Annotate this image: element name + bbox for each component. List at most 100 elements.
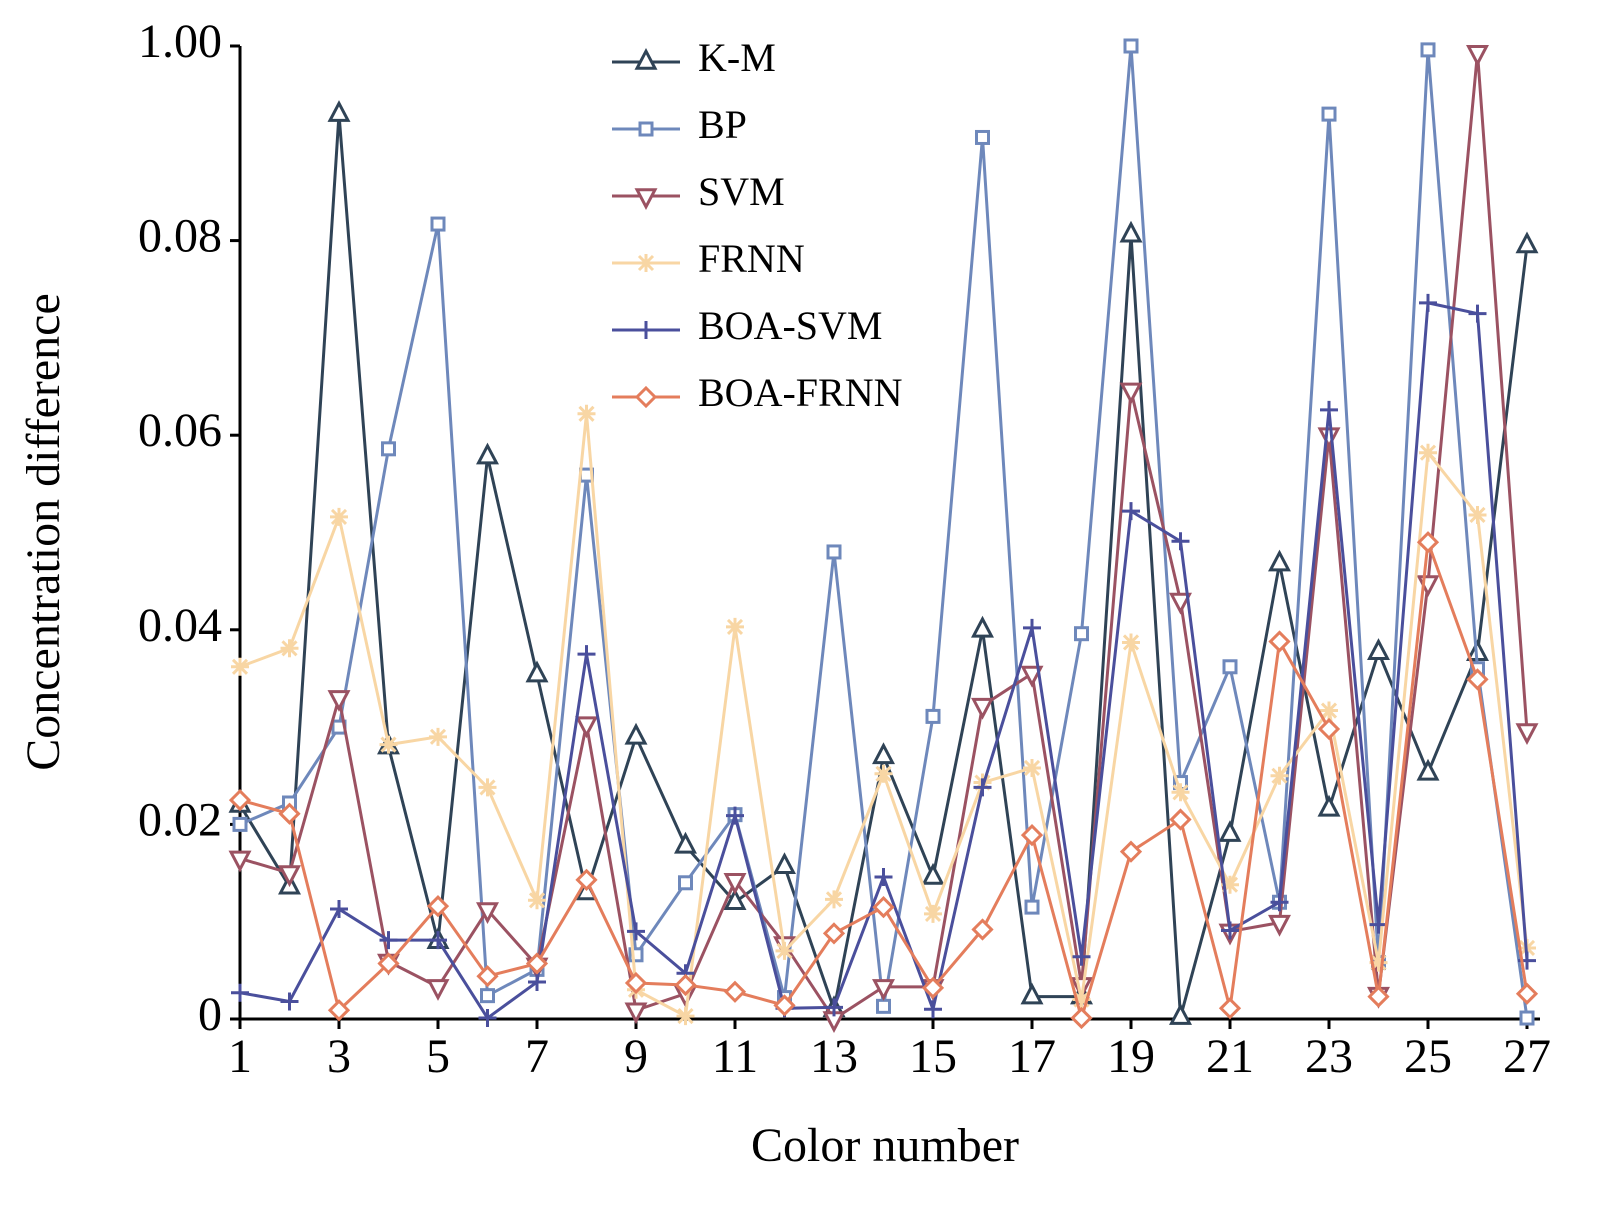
marker xyxy=(822,922,846,945)
marker xyxy=(924,1000,942,1019)
marker xyxy=(1074,626,1089,642)
marker xyxy=(971,697,994,720)
marker xyxy=(674,831,697,854)
marker xyxy=(1123,38,1139,54)
marker xyxy=(231,983,249,1002)
x-tick-label: 17 xyxy=(1008,1030,1056,1083)
marker xyxy=(924,904,942,923)
marker xyxy=(577,404,596,423)
marker xyxy=(925,708,941,724)
marker xyxy=(1268,914,1291,937)
marker xyxy=(1466,668,1489,691)
marker xyxy=(278,865,301,888)
x-tick-label: 11 xyxy=(712,1030,758,1083)
marker xyxy=(1222,659,1238,675)
marker xyxy=(634,385,658,409)
marker xyxy=(330,900,348,919)
marker xyxy=(1020,982,1044,1005)
marker xyxy=(1122,502,1140,521)
marker xyxy=(1169,808,1192,831)
marker xyxy=(1119,382,1143,405)
marker xyxy=(874,867,893,886)
marker xyxy=(1070,1006,1093,1030)
marker xyxy=(429,727,447,746)
marker xyxy=(1169,1003,1192,1025)
marker xyxy=(1072,947,1091,966)
marker xyxy=(327,999,351,1022)
marker xyxy=(1367,638,1390,660)
marker xyxy=(678,875,693,891)
marker xyxy=(525,660,549,683)
marker xyxy=(327,100,351,122)
marker xyxy=(826,544,842,560)
marker xyxy=(232,816,248,832)
x-tick-label: 27 xyxy=(1503,1030,1551,1083)
marker xyxy=(723,873,747,895)
marker xyxy=(1515,231,1539,254)
x-tick-label: 7 xyxy=(525,1030,549,1083)
marker xyxy=(228,788,252,812)
marker xyxy=(379,735,398,754)
marker xyxy=(1320,701,1338,720)
marker xyxy=(638,121,654,137)
y-tick-label: 0.08 xyxy=(138,210,222,263)
x-tick-label: 21 xyxy=(1206,1030,1254,1083)
marker xyxy=(1369,953,1388,972)
marker xyxy=(1367,985,1390,1008)
legend-label: BOA-FRNN xyxy=(698,370,902,415)
marker xyxy=(973,778,992,797)
marker xyxy=(1369,915,1388,934)
marker xyxy=(280,992,299,1011)
x-tick-label: 3 xyxy=(327,1030,351,1083)
marker xyxy=(1515,723,1539,746)
marker xyxy=(426,895,450,918)
marker xyxy=(1171,783,1190,802)
marker xyxy=(1468,304,1487,323)
marker xyxy=(1419,293,1437,312)
marker xyxy=(1416,758,1440,781)
marker xyxy=(1519,1010,1535,1026)
marker xyxy=(1321,106,1337,122)
marker xyxy=(1171,532,1190,551)
marker xyxy=(1419,443,1437,462)
marker xyxy=(876,998,891,1014)
marker xyxy=(476,442,499,465)
marker xyxy=(1515,982,1539,1005)
legend-label: K-M xyxy=(698,35,776,80)
marker xyxy=(528,891,546,910)
legend-label: FRNN xyxy=(698,236,805,281)
marker xyxy=(476,902,499,925)
marker xyxy=(723,980,747,1003)
y-tick-label: 0 xyxy=(198,988,222,1041)
marker xyxy=(377,952,400,975)
marker xyxy=(228,850,252,873)
marker xyxy=(726,806,744,825)
marker xyxy=(723,888,747,911)
marker xyxy=(872,979,895,1001)
marker xyxy=(1023,758,1041,777)
marker xyxy=(1270,766,1289,785)
marker xyxy=(676,1007,695,1026)
marker xyxy=(478,1009,497,1028)
marker xyxy=(1416,531,1440,554)
marker xyxy=(278,802,301,825)
x-tick-label: 23 xyxy=(1305,1030,1353,1083)
marker xyxy=(1317,717,1341,741)
marker xyxy=(872,895,895,919)
marker xyxy=(1317,794,1341,817)
y-axis-label: Concentration difference xyxy=(17,293,70,771)
marker xyxy=(1119,220,1143,243)
y-tick-label: 0.06 xyxy=(138,404,222,457)
marker xyxy=(624,1002,648,1025)
marker xyxy=(1218,820,1242,842)
marker xyxy=(478,778,497,797)
y-tick-label: 1.00 xyxy=(138,15,222,68)
marker xyxy=(825,998,843,1017)
marker xyxy=(1122,633,1140,652)
marker xyxy=(773,852,796,875)
marker xyxy=(971,918,994,941)
marker xyxy=(577,645,596,664)
marker xyxy=(637,321,655,339)
marker xyxy=(330,507,348,526)
marker xyxy=(1218,997,1242,1020)
